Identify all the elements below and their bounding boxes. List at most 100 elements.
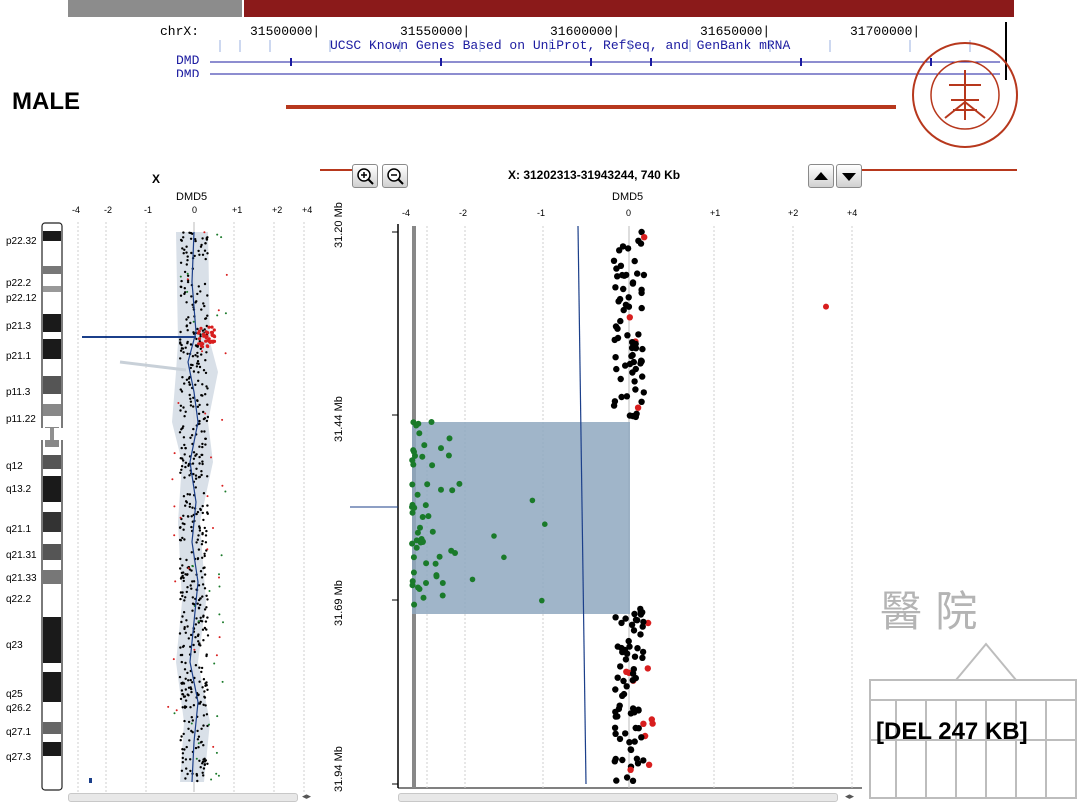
probe-point <box>189 404 193 407</box>
probe-point <box>190 716 193 719</box>
probe-point <box>205 654 208 658</box>
probe-point <box>210 778 213 781</box>
probe-point <box>217 774 220 777</box>
x-tick-label: +4 <box>302 205 313 215</box>
probe-point <box>195 337 198 341</box>
probe-point <box>194 477 198 480</box>
probe-point <box>195 467 198 470</box>
probe-point <box>196 738 200 741</box>
normal-probe-point <box>634 645 641 652</box>
zoom-out-icon <box>387 168 404 185</box>
scroll-arrows-icon[interactable]: ◂▸ <box>302 791 312 801</box>
probe-point <box>183 287 186 290</box>
chromosome-title: X <box>152 172 161 186</box>
normal-probe-point <box>619 692 626 699</box>
probe-point <box>190 525 193 529</box>
x-tick-label: +2 <box>788 208 799 218</box>
probe-point <box>202 410 205 414</box>
probe-point <box>203 554 206 558</box>
right-horizontal-scrollbar[interactable] <box>398 793 838 802</box>
deleted-probe-point <box>410 419 417 426</box>
deleted-probe-point <box>416 430 423 437</box>
probe-point <box>201 540 204 543</box>
probe-point <box>202 774 205 777</box>
band-label: q21.1 <box>6 524 32 535</box>
deleted-probe-point <box>409 582 416 589</box>
slide-heading: MALE <box>12 88 80 115</box>
scroll-down-button[interactable] <box>836 164 862 188</box>
probe-point <box>198 680 201 683</box>
normal-probe-point <box>622 730 629 737</box>
deleted-probe-point <box>420 594 427 601</box>
probe-point <box>196 355 199 358</box>
scroll-up-button[interactable] <box>808 164 834 188</box>
probe-point <box>189 769 192 773</box>
probe-point <box>181 376 184 379</box>
probe-point <box>200 666 204 670</box>
normal-probe-point <box>638 398 645 405</box>
gain-probe-point <box>210 339 214 343</box>
left-horizontal-scrollbar[interactable] <box>68 793 298 802</box>
probe-point <box>202 678 206 681</box>
probe-point <box>190 587 193 590</box>
probe-point <box>200 473 203 477</box>
band-label: p22.32 <box>6 236 37 247</box>
band-label: p11.3 <box>6 387 31 398</box>
normal-probe-point <box>630 627 638 634</box>
deleted-probe-point <box>438 486 444 493</box>
probe-point <box>180 239 183 242</box>
normal-probe-point <box>611 336 618 344</box>
probe-point <box>180 660 183 664</box>
normal-probe-point <box>629 412 637 420</box>
probe-point <box>188 505 191 508</box>
scroll-arrows-icon[interactable]: ◂▸ <box>845 791 855 801</box>
probe-point <box>183 748 186 751</box>
probe-point <box>199 335 202 338</box>
probe-point <box>183 626 186 629</box>
zoom-out-button[interactable] <box>382 164 408 188</box>
probe-point <box>196 729 199 733</box>
probe-point <box>199 741 203 744</box>
normal-probe-point <box>638 358 645 365</box>
normal-probe-point <box>622 656 630 663</box>
probe-point <box>218 576 220 579</box>
gain-probe-point <box>212 328 216 332</box>
probe-point <box>182 571 185 574</box>
normal-probe-point <box>622 301 630 308</box>
deleted-probe-point <box>409 540 416 547</box>
probe-point <box>206 688 209 691</box>
ucsc-position-label: 31600000| <box>550 24 621 39</box>
normal-probe-point <box>623 393 631 400</box>
ucsc-position-label: 31500000| <box>250 24 321 39</box>
probe-point <box>204 257 207 261</box>
probe-point <box>182 252 185 255</box>
probe-point <box>196 327 199 331</box>
probe-point <box>197 607 201 610</box>
probe-point <box>218 613 221 616</box>
normal-probe-point <box>640 271 648 279</box>
probe-point <box>220 236 223 239</box>
probe-point <box>183 248 186 251</box>
probe-point <box>201 453 204 457</box>
probe-point <box>184 504 187 507</box>
zoom-in-button[interactable] <box>352 164 378 188</box>
deletion-size-label: [DEL 247 KB] <box>876 718 1028 745</box>
normal-probe-point <box>632 724 639 732</box>
deleted-probe-point <box>491 533 497 539</box>
normal-probe-point <box>639 373 646 380</box>
probe-point <box>198 403 201 407</box>
decorative-red-line <box>286 105 896 109</box>
normal-probe-point <box>629 369 636 376</box>
deleted-probe-point <box>421 442 428 449</box>
probe-point <box>184 465 187 469</box>
normal-probe-point <box>611 724 619 731</box>
probe-point <box>187 567 190 570</box>
probe-point <box>185 324 189 327</box>
probe-point <box>190 633 193 637</box>
probe-point <box>197 640 200 643</box>
gain-probe-point <box>210 325 214 329</box>
normal-probe-point <box>637 605 644 613</box>
deleted-probe-point <box>429 462 436 469</box>
probe-point <box>179 471 182 474</box>
probe-point <box>203 690 206 693</box>
